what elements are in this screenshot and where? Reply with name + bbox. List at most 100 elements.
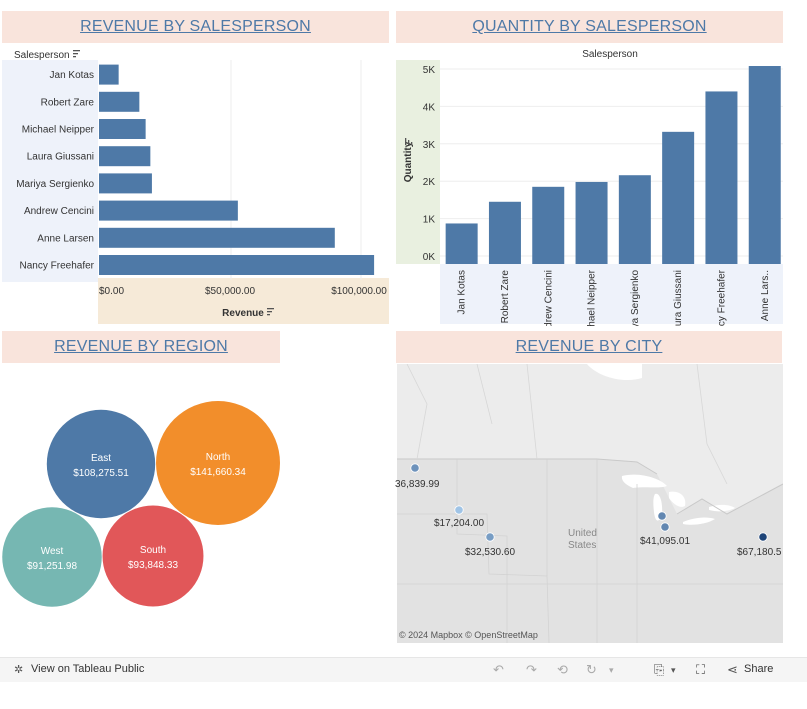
tableau-toolbar: ✲ View on Tableau Public ↶ ↷ ⟲ ↻ ▾ ⎘ ▾ ⛶… xyxy=(0,657,807,682)
row-header-background xyxy=(2,60,98,282)
region-bubble[interactable] xyxy=(102,505,204,607)
region-bubble[interactable] xyxy=(2,507,102,607)
region-bubble[interactable] xyxy=(46,409,156,519)
salesperson-label: Mariya Sergienko xyxy=(630,270,641,326)
salesperson-label: Mariya Sergienko xyxy=(16,179,94,190)
quantity-bar[interactable] xyxy=(575,181,608,264)
share-button[interactable]: Share xyxy=(744,663,774,675)
quantity-bar[interactable] xyxy=(705,91,738,264)
revenue-by-city-map[interactable]: United States © 2024 Mapbox © OpenStreet… xyxy=(397,364,783,643)
salesperson-label: Laura Giussani xyxy=(673,270,684,326)
region-revenue-label: $141,660.34 xyxy=(190,467,246,478)
salesperson-label: Robert Zare xyxy=(500,270,511,324)
y-axis-title: Quantity xyxy=(403,141,414,182)
map-basemap xyxy=(397,364,783,643)
salesperson-label: Robert Zare xyxy=(41,97,95,108)
city-revenue-label: $41,095.01 xyxy=(640,536,690,547)
region-revenue-label: $91,251.98 xyxy=(27,561,77,572)
salesperson-label: Jan Kotas xyxy=(457,270,468,314)
region-revenue-label: $108,275.51 xyxy=(73,468,129,479)
revenue-bar[interactable] xyxy=(99,200,238,221)
country-label: United States xyxy=(568,528,597,551)
city-point[interactable] xyxy=(657,511,667,521)
revenue-bar[interactable] xyxy=(99,227,335,248)
region-name-label: North xyxy=(206,452,230,463)
revenue-bar[interactable] xyxy=(99,64,119,85)
city-point[interactable] xyxy=(660,522,670,532)
x-tick-label: $0.00 xyxy=(99,286,124,297)
revenue-by-salesperson-chart: Salesperson Jan Kotas Robert Zare Michael … xyxy=(2,50,389,324)
x-sort-icon[interactable] xyxy=(267,308,274,316)
region-bubble[interactable] xyxy=(156,401,280,525)
region-name-label: West xyxy=(41,546,64,557)
revenue-by-region-title[interactable]: REVENUE BY REGION xyxy=(54,338,228,355)
city-revenue-label: $67,180.5 xyxy=(737,547,782,558)
undo-icon[interactable]: ↶ xyxy=(493,662,504,677)
refresh-icon[interactable]: ↻ xyxy=(586,662,597,677)
revenue-by-region-title-bar: REVENUE BY REGION xyxy=(2,331,280,363)
salesperson-label: Anne Larsen xyxy=(37,233,94,244)
y-sort-icon[interactable] xyxy=(405,138,413,145)
redo-icon[interactable]: ↷ xyxy=(526,662,537,677)
salesperson-label: Nancy Freehafer xyxy=(20,261,95,272)
city-point[interactable] xyxy=(410,463,420,473)
y-tick-label: 2K xyxy=(423,177,436,188)
salesperson-label: Michael Neipper xyxy=(22,125,95,136)
quantity-by-salesperson-title-bar: QUANTITY BY SALESPERSON xyxy=(396,11,783,43)
salesperson-label: Anne Lars.. xyxy=(760,270,771,321)
x-axis-background xyxy=(440,264,783,324)
region-name-label: South xyxy=(140,545,166,556)
y-axis-title: Salesperson xyxy=(14,50,70,61)
salesperson-label: Jan Kotas xyxy=(50,70,94,81)
download-icon[interactable]: ⎘ xyxy=(654,662,665,677)
quantity-bar[interactable] xyxy=(748,66,781,264)
map-credit[interactable]: © 2024 Mapbox © OpenStreetMap xyxy=(399,630,538,640)
download-dropdown-icon[interactable]: ▾ xyxy=(671,665,676,675)
revenue-by-salesperson-title[interactable]: REVENUE BY SALESPERSON xyxy=(80,18,311,35)
revenue-by-city-title[interactable]: REVENUE BY CITY xyxy=(515,338,663,355)
revenue-bar[interactable] xyxy=(99,119,146,139)
revenue-bar[interactable] xyxy=(99,173,152,194)
y-tick-label: 1K xyxy=(423,215,436,226)
city-point[interactable] xyxy=(758,532,768,542)
share-icon[interactable]: ⋖ xyxy=(727,662,738,677)
view-on-tableau-link[interactable]: View on Tableau Public xyxy=(31,663,145,675)
region-revenue-label: $93,848.33 xyxy=(128,560,178,571)
salesperson-label: Michael Neipper xyxy=(587,269,598,326)
revenue-bar[interactable] xyxy=(99,146,151,167)
quantity-bar[interactable] xyxy=(618,175,651,264)
city-points-layer: 36,839.99 $17,204.00 $32,530.60 $41,095.01 $… xyxy=(395,463,782,558)
y-tick-label: 5K xyxy=(423,65,436,76)
y-tick-label: 3K xyxy=(423,140,436,151)
sort-icon[interactable] xyxy=(73,50,80,58)
region-name-label: East xyxy=(91,453,111,464)
fullscreen-icon[interactable]: ⛶ xyxy=(696,662,706,677)
city-point[interactable] xyxy=(454,505,464,515)
quantity-by-salesperson-chart: Salesperson Quantity 0K 1K 2K 3K 4K 5K Jan Ko… xyxy=(396,49,783,326)
city-revenue-label: $32,530.60 xyxy=(465,547,515,558)
city-revenue-label: 36,839.99 xyxy=(395,479,440,490)
city-point[interactable] xyxy=(485,532,495,542)
revert-icon[interactable]: ⟲ xyxy=(557,662,568,677)
quantity-by-salesperson-title[interactable]: QUANTITY BY SALESPERSON xyxy=(472,18,707,35)
x-tick-label: $100,000.00 xyxy=(331,286,387,297)
refresh-dropdown-icon[interactable]: ▾ xyxy=(609,665,614,675)
quantity-bar[interactable] xyxy=(662,131,695,264)
quantity-bar[interactable] xyxy=(445,223,478,264)
y-axis-background xyxy=(396,60,440,264)
revenue-by-salesperson-title-bar: REVENUE BY SALESPERSON xyxy=(2,11,389,43)
tableau-logo-icon: ✲ xyxy=(14,664,24,676)
y-tick-label: 0K xyxy=(423,252,436,263)
salesperson-label: Nancy Freehafer xyxy=(716,269,727,326)
revenue-bar[interactable] xyxy=(99,91,140,112)
quantity-bar[interactable] xyxy=(488,201,521,264)
axis-background xyxy=(98,278,389,324)
salesperson-label: Laura Giussani xyxy=(27,152,94,163)
revenue-bar[interactable] xyxy=(99,255,375,275)
x-tick-label: $50,000.00 xyxy=(205,286,255,297)
city-revenue-label: $17,204.00 xyxy=(434,518,484,529)
y-tick-label: 4K xyxy=(423,102,436,113)
salesperson-label: Andrew Cencini xyxy=(24,206,94,217)
revenue-by-city-title-bar: REVENUE BY CITY xyxy=(396,331,782,363)
quantity-bar[interactable] xyxy=(532,186,565,264)
